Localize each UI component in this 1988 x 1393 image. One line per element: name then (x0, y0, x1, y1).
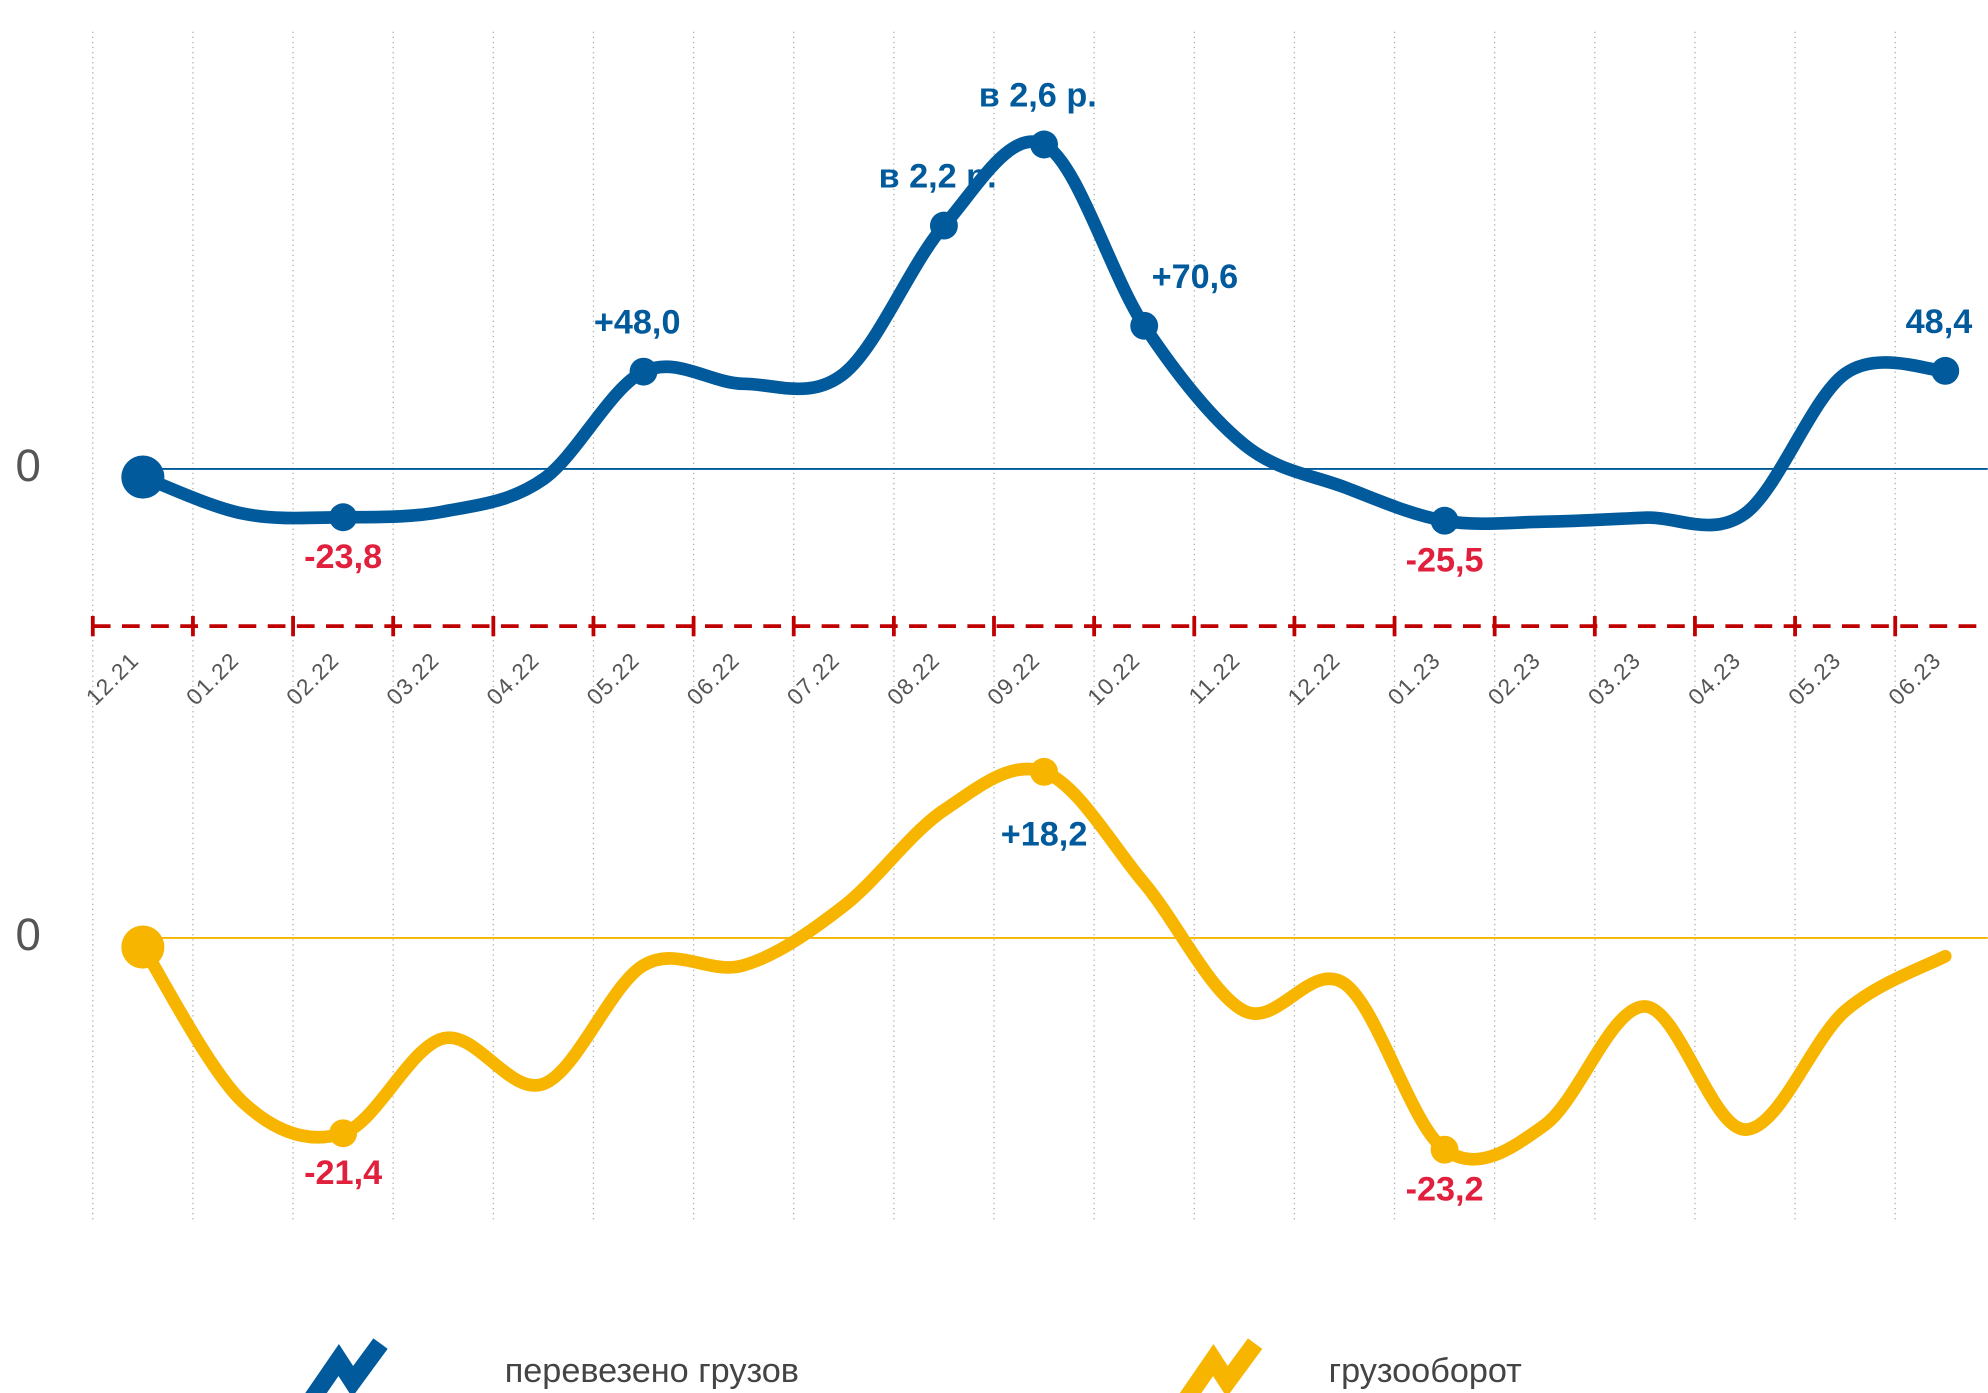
point-marker (629, 357, 658, 386)
point-marker (329, 503, 358, 532)
x-tick-label: 02.22 (281, 647, 344, 710)
value-label: в 2,6 р. (979, 76, 1097, 114)
point-marker (121, 455, 165, 499)
x-tick-label: 02.23 (1483, 647, 1546, 710)
y-tick-label: 0 (15, 909, 40, 960)
x-tick-label: 07.22 (782, 647, 845, 710)
x-tick-label: 04.23 (1683, 647, 1746, 710)
value-label: +18,2 (1001, 815, 1088, 853)
point-marker (1030, 757, 1059, 786)
legend-label: грузооборот (1329, 1352, 1523, 1390)
point-marker (121, 925, 165, 969)
x-tick-label: 08.22 (882, 647, 945, 710)
x-tick-label: 12.21 (81, 647, 144, 710)
x-tick-label: 03.23 (1583, 647, 1646, 710)
legend-icon (1179, 1338, 1263, 1393)
x-tick-label: 01.22 (181, 647, 244, 710)
legend-icon (305, 1338, 388, 1393)
x-tick-label: 09.22 (982, 647, 1045, 710)
value-label: 48,4 (1906, 303, 1973, 341)
point-marker (1931, 356, 1960, 385)
series-line (136, 135, 1952, 532)
x-tick-label: 04.22 (481, 647, 544, 710)
series-line (136, 762, 1952, 1166)
value-label: +48,0 (594, 304, 681, 342)
x-tick-label: 06.23 (1883, 647, 1946, 710)
point-marker (1130, 311, 1159, 340)
x-tick-label: 05.23 (1783, 647, 1846, 710)
value-label: -21,4 (304, 1154, 382, 1192)
value-label: -23,2 (1406, 1170, 1484, 1208)
point-marker (329, 1119, 358, 1148)
point-marker (1430, 506, 1459, 535)
x-tick-label: 11.22 (1183, 647, 1245, 709)
value-label: в 2,2 р. (879, 158, 997, 196)
x-tick-label: 05.22 (581, 647, 644, 710)
value-label: +70,6 (1152, 258, 1239, 296)
x-tick-label: 10.22 (1082, 647, 1145, 710)
x-tick-label: 01.23 (1382, 647, 1445, 710)
point-marker (1030, 130, 1059, 159)
value-label: -25,5 (1406, 541, 1484, 579)
point-marker (1430, 1135, 1459, 1164)
y-tick-label: 0 (15, 440, 40, 491)
x-tick-label: 06.22 (681, 647, 744, 710)
x-tick-label: 03.22 (381, 647, 444, 710)
point-marker (929, 211, 958, 240)
x-tick-label: 12.22 (1282, 647, 1345, 710)
value-label: -23,8 (304, 538, 382, 576)
legend-label: перевезено грузов (505, 1352, 799, 1390)
band-grid (92, 31, 1896, 1224)
